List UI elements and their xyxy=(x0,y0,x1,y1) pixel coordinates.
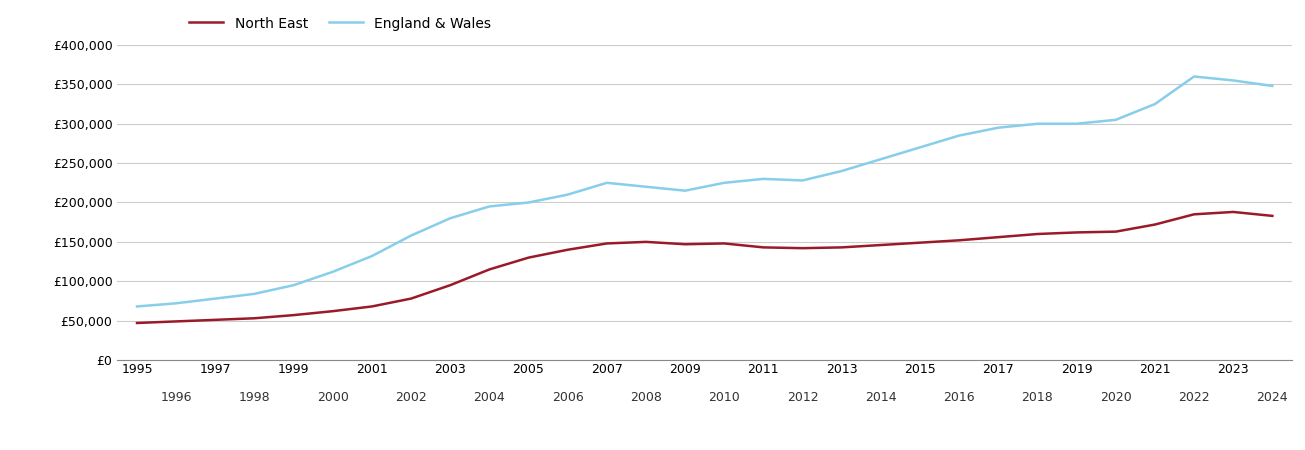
England & Wales xyxy=(599,180,615,185)
Text: 2018: 2018 xyxy=(1022,391,1053,404)
England & Wales xyxy=(207,296,223,302)
North East xyxy=(168,319,184,324)
North East xyxy=(912,240,928,245)
North East xyxy=(129,320,145,326)
England & Wales xyxy=(638,184,654,189)
England & Wales xyxy=(912,144,928,150)
England & Wales xyxy=(1265,83,1280,89)
England & Wales xyxy=(442,216,458,221)
Legend: North East, England & Wales: North East, England & Wales xyxy=(183,11,497,36)
Line: England & Wales: England & Wales xyxy=(137,76,1272,306)
Text: 2010: 2010 xyxy=(709,391,740,404)
England & Wales xyxy=(716,180,732,185)
England & Wales xyxy=(1225,78,1241,83)
England & Wales xyxy=(990,125,1006,130)
North East xyxy=(677,242,693,247)
North East xyxy=(834,245,850,250)
North East xyxy=(207,317,223,323)
Text: 2006: 2006 xyxy=(552,391,583,404)
England & Wales xyxy=(168,301,184,306)
Text: 2000: 2000 xyxy=(317,391,348,404)
England & Wales xyxy=(1030,121,1045,126)
Text: 2020: 2020 xyxy=(1100,391,1131,404)
Text: 2022: 2022 xyxy=(1178,391,1210,404)
North East xyxy=(521,255,536,260)
England & Wales xyxy=(247,291,262,297)
England & Wales xyxy=(1069,121,1084,126)
Text: 1996: 1996 xyxy=(161,391,192,404)
England & Wales xyxy=(951,133,967,138)
England & Wales xyxy=(795,178,810,183)
North East xyxy=(756,245,771,250)
North East xyxy=(1265,213,1280,219)
North East xyxy=(1069,230,1084,235)
England & Wales xyxy=(286,283,301,288)
Text: 2024: 2024 xyxy=(1257,391,1288,404)
England & Wales xyxy=(560,192,576,197)
North East xyxy=(560,247,576,252)
North East xyxy=(951,238,967,243)
Text: 1998: 1998 xyxy=(239,391,270,404)
North East xyxy=(1147,222,1163,227)
Text: 2014: 2014 xyxy=(865,391,897,404)
England & Wales xyxy=(129,304,145,309)
North East xyxy=(1186,212,1202,217)
North East xyxy=(364,304,380,309)
Text: 2008: 2008 xyxy=(630,391,662,404)
North East xyxy=(403,296,419,302)
Text: 2004: 2004 xyxy=(474,391,505,404)
England & Wales xyxy=(403,233,419,238)
North East xyxy=(638,239,654,244)
England & Wales xyxy=(1147,101,1163,107)
North East xyxy=(1225,209,1241,215)
England & Wales xyxy=(677,188,693,194)
Line: North East: North East xyxy=(137,212,1272,323)
England & Wales xyxy=(1186,74,1202,79)
Text: 2012: 2012 xyxy=(787,391,818,404)
North East xyxy=(599,241,615,246)
England & Wales xyxy=(1108,117,1124,122)
North East xyxy=(1108,229,1124,234)
England & Wales xyxy=(756,176,771,181)
England & Wales xyxy=(834,168,850,174)
North East xyxy=(442,283,458,288)
Text: 2002: 2002 xyxy=(395,391,427,404)
Text: 2016: 2016 xyxy=(944,391,975,404)
North East xyxy=(990,234,1006,240)
England & Wales xyxy=(364,253,380,259)
North East xyxy=(716,241,732,246)
North East xyxy=(873,242,889,248)
North East xyxy=(482,267,497,272)
England & Wales xyxy=(521,200,536,205)
England & Wales xyxy=(482,204,497,209)
North East xyxy=(325,308,341,314)
North East xyxy=(286,312,301,318)
North East xyxy=(795,245,810,251)
England & Wales xyxy=(873,157,889,162)
North East xyxy=(1030,231,1045,237)
England & Wales xyxy=(325,269,341,274)
North East xyxy=(247,315,262,321)
